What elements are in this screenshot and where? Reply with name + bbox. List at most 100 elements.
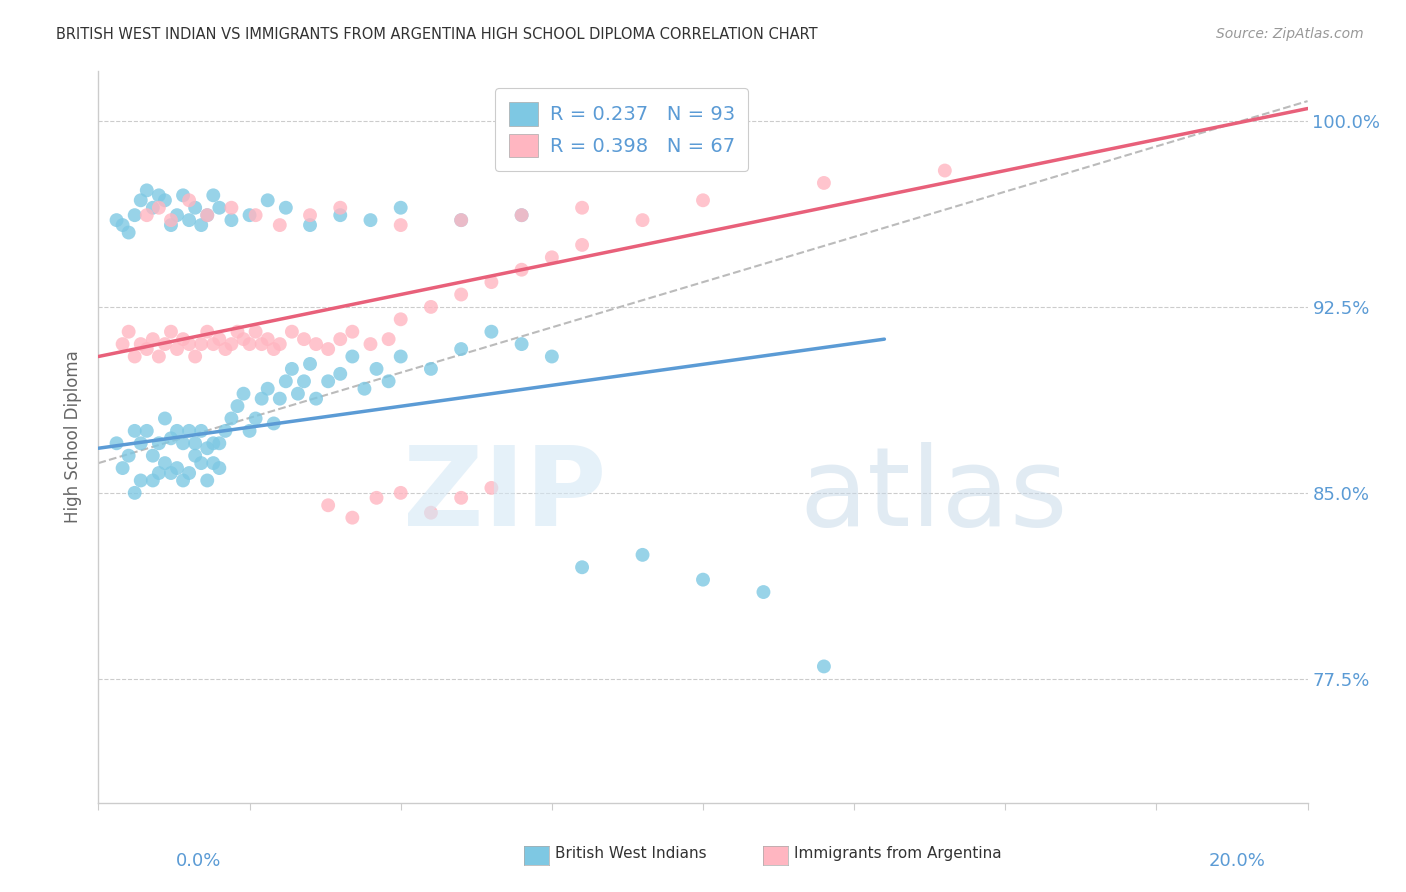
Point	[256, 382, 278, 396]
Point	[281, 362, 304, 376]
Point	[263, 417, 285, 431]
Point	[360, 337, 382, 351]
Point	[135, 208, 157, 222]
Point	[305, 337, 328, 351]
Point	[118, 325, 141, 339]
Point	[172, 436, 194, 450]
Point	[571, 238, 593, 252]
Point	[208, 461, 231, 475]
Point	[360, 213, 382, 227]
Point	[281, 325, 304, 339]
Point	[148, 436, 170, 450]
Point	[239, 424, 262, 438]
Point	[195, 208, 218, 222]
Point	[692, 573, 714, 587]
Point	[510, 208, 533, 222]
Point	[450, 342, 472, 356]
Point	[195, 474, 218, 488]
Point	[118, 449, 141, 463]
Point	[221, 201, 243, 215]
Point	[124, 208, 146, 222]
Point	[202, 456, 225, 470]
Point	[299, 357, 322, 371]
Point	[153, 194, 176, 208]
Point	[166, 461, 188, 475]
Point	[274, 374, 297, 388]
Point	[813, 659, 835, 673]
Point	[269, 218, 291, 232]
Text: BRITISH WEST INDIAN VS IMMIGRANTS FROM ARGENTINA HIGH SCHOOL DIPLOMA CORRELATION: BRITISH WEST INDIAN VS IMMIGRANTS FROM A…	[56, 27, 818, 42]
Point	[184, 350, 207, 364]
Point	[221, 337, 243, 351]
Point	[129, 194, 152, 208]
Point	[153, 337, 176, 351]
Point	[226, 325, 249, 339]
Point	[239, 337, 262, 351]
Point	[105, 436, 128, 450]
Point	[631, 213, 654, 227]
Point	[226, 399, 249, 413]
Point	[221, 411, 243, 425]
Point	[221, 213, 243, 227]
Point	[202, 188, 225, 202]
Text: British West Indians: British West Indians	[554, 847, 706, 861]
Point	[305, 392, 328, 406]
Point	[148, 466, 170, 480]
Point	[274, 201, 297, 215]
Point	[420, 300, 443, 314]
Point	[160, 431, 183, 445]
Point	[571, 560, 593, 574]
Point	[202, 436, 225, 450]
Point	[111, 461, 134, 475]
Point	[111, 218, 134, 232]
Point	[377, 374, 399, 388]
Point	[377, 332, 399, 346]
Point	[239, 208, 262, 222]
Point	[329, 332, 352, 346]
Point	[245, 325, 267, 339]
Point	[256, 332, 278, 346]
Point	[179, 424, 201, 438]
Point	[195, 208, 218, 222]
Point	[510, 337, 533, 351]
Point	[329, 208, 352, 222]
Point	[195, 442, 218, 456]
Point	[540, 350, 562, 364]
Text: 20.0%: 20.0%	[1209, 852, 1265, 870]
Point	[135, 183, 157, 197]
Point	[184, 436, 207, 450]
Point	[342, 350, 364, 364]
Point	[366, 491, 388, 505]
Point	[166, 424, 188, 438]
Point	[450, 287, 472, 301]
Point	[124, 350, 146, 364]
Point	[142, 449, 165, 463]
Point	[571, 201, 593, 215]
Point	[124, 486, 146, 500]
Point	[232, 386, 254, 401]
Text: 0.0%: 0.0%	[176, 852, 221, 870]
Point	[208, 436, 231, 450]
Point	[148, 201, 170, 215]
Point	[292, 374, 315, 388]
Point	[129, 474, 152, 488]
Point	[420, 362, 443, 376]
Point	[153, 456, 176, 470]
Point	[299, 208, 322, 222]
Text: ZIP: ZIP	[404, 442, 606, 549]
Point	[287, 386, 309, 401]
Point	[481, 325, 503, 339]
Point	[160, 213, 183, 227]
Point	[184, 201, 207, 215]
Point	[195, 325, 218, 339]
Point	[160, 466, 183, 480]
Point	[179, 337, 201, 351]
Point	[148, 350, 170, 364]
Point	[202, 337, 225, 351]
Point	[135, 424, 157, 438]
Point	[540, 250, 562, 264]
Point	[208, 201, 231, 215]
Point	[450, 491, 472, 505]
Point	[481, 481, 503, 495]
Point	[292, 332, 315, 346]
